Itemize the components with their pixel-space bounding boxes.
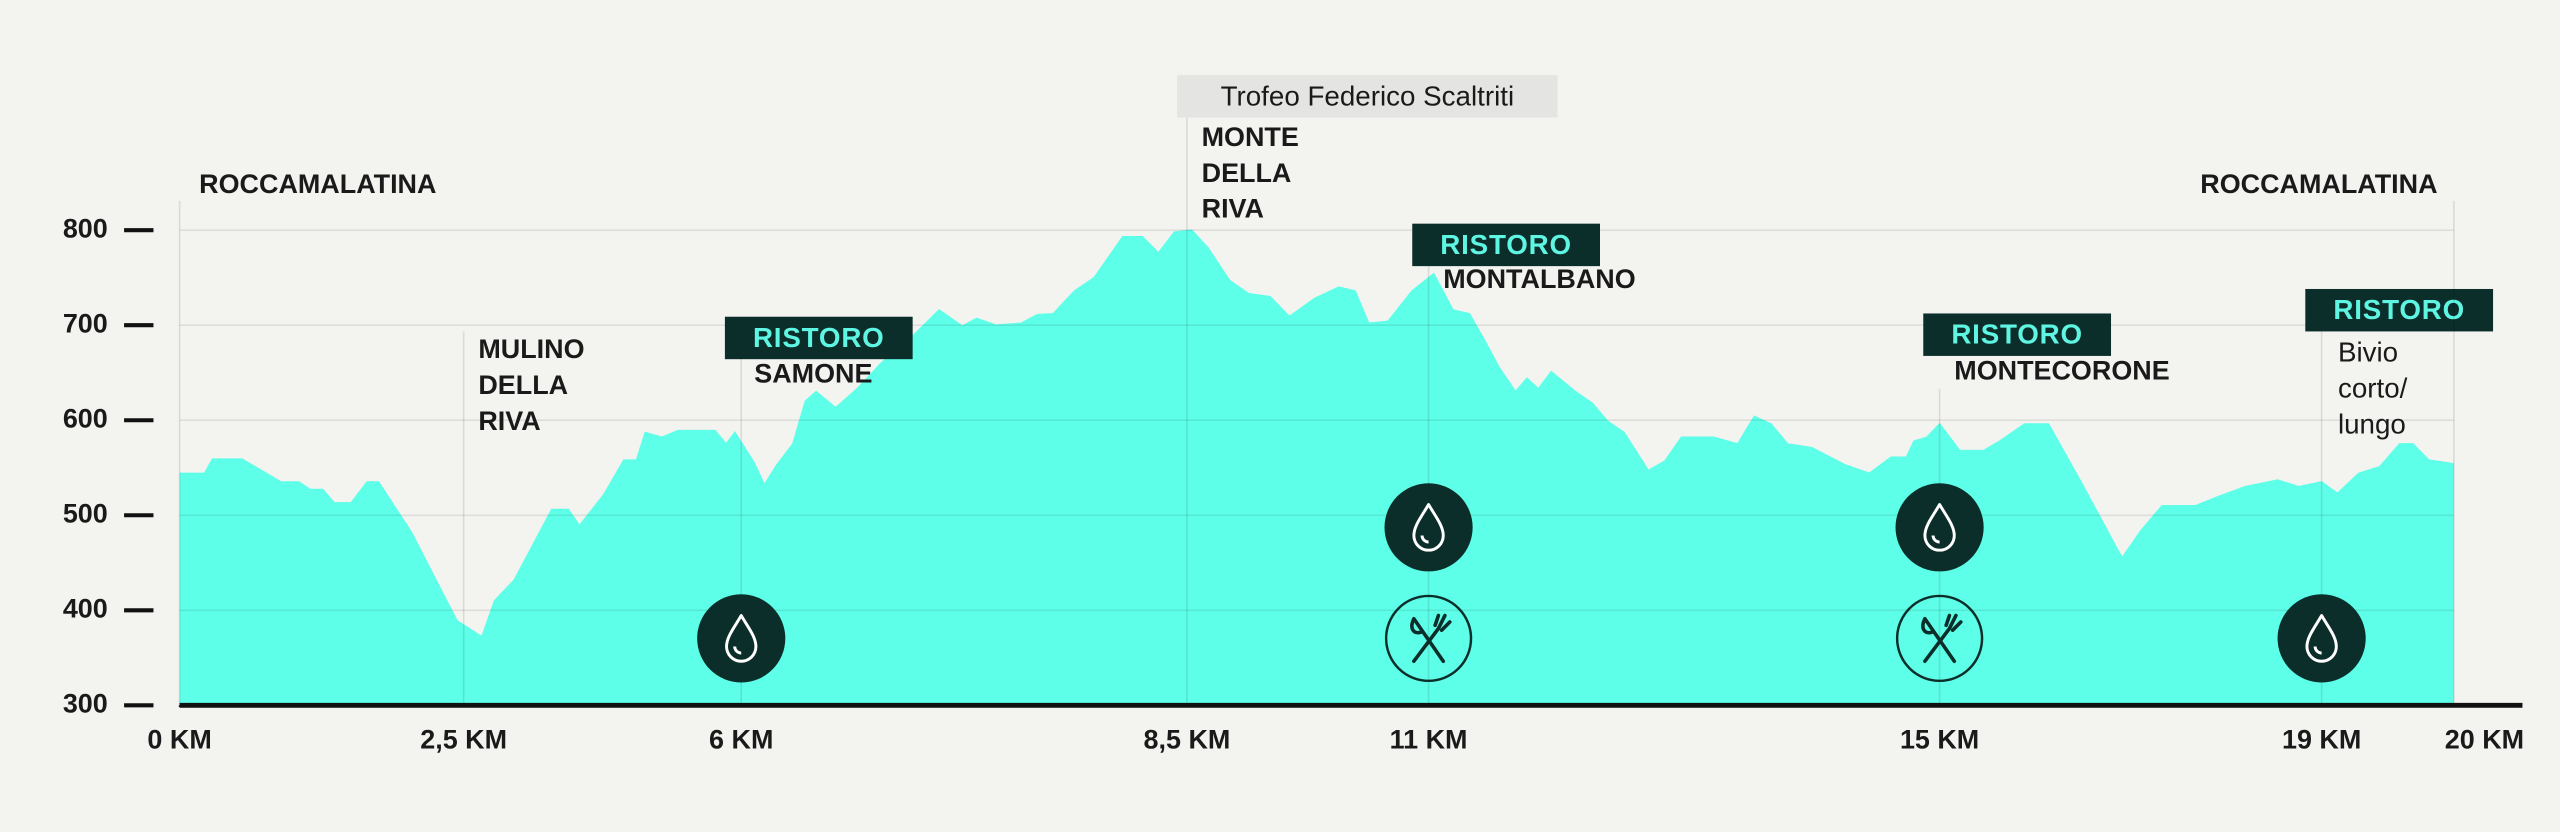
- ristoro-badge: [1923, 313, 2112, 356]
- ristoro-badge: [724, 316, 913, 360]
- drop: [1412, 503, 1445, 552]
- food-icon: [1895, 594, 1984, 683]
- icon-circle: [1384, 594, 1473, 683]
- icon-circle: [1384, 483, 1473, 572]
- ristoro-badge: [1412, 223, 1600, 267]
- icon-circle: [2277, 594, 2366, 683]
- drop: [725, 614, 758, 663]
- x-tick-label: 20 KM: [2445, 724, 2524, 754]
- icon-circle: [697, 594, 786, 683]
- x-tick-label: 15 KM: [1900, 724, 1979, 754]
- y-tick-label: 600: [63, 403, 108, 433]
- x-tick-label: 11 KM: [1390, 724, 1468, 754]
- place-name: MONTECORONE: [1954, 355, 2169, 385]
- place-name: corto/: [2338, 373, 2408, 404]
- food-icon: [1384, 594, 1473, 683]
- icon-circle: [1895, 483, 1984, 572]
- note-box: [1177, 75, 1558, 118]
- icon-circle: [1895, 594, 1984, 683]
- place-name: SAMONE: [754, 359, 872, 389]
- fork: [1412, 613, 1452, 664]
- ristoro-label: RISTORO: [1951, 319, 2083, 350]
- ristoro-badge: [2305, 288, 2494, 332]
- place-name: MONTE: [1202, 122, 1299, 152]
- y-tick-label: 500: [63, 498, 108, 528]
- x-tick-label: 2,5 KM: [420, 724, 507, 754]
- y-tick-label: 700: [63, 308, 108, 338]
- place-name: DELLA: [1202, 158, 1292, 188]
- place-name: ROCCAMALATINA: [199, 169, 436, 199]
- place-name: MONTALBANO: [1443, 264, 1635, 294]
- place-name: lungo: [2338, 408, 2406, 439]
- ristoro-label: RISTORO: [2333, 294, 2465, 325]
- water-icon: [1895, 483, 1984, 572]
- place-name: RIVA: [478, 406, 540, 436]
- x-tick-label: 19 KM: [2282, 724, 2361, 754]
- x-tick-label: 8,5 KM: [1144, 724, 1231, 754]
- ristoro-label: RISTORO: [1440, 229, 1572, 260]
- note-label: Trofeo Federico Scaltriti: [1221, 80, 1515, 111]
- area-fill: [179, 230, 2454, 706]
- water-icon: [2277, 594, 2366, 683]
- drop: [1923, 503, 1956, 552]
- y-tick-label: 400: [63, 593, 108, 623]
- drop: [2305, 614, 2338, 663]
- place-name: RIVA: [1202, 194, 1264, 224]
- y-tick-label: 800: [63, 213, 108, 243]
- x-tick-label: 6 KM: [709, 724, 773, 754]
- place-name: DELLA: [478, 370, 568, 400]
- x-tick-label: 0 KM: [147, 724, 211, 754]
- ristoro-label: RISTORO: [753, 322, 885, 353]
- place-name: Bivio: [2338, 337, 2398, 368]
- place-name: MULINO: [478, 334, 584, 364]
- fork: [1923, 613, 1963, 664]
- y-tick-label: 300: [63, 688, 108, 718]
- water-icon: [1384, 483, 1473, 572]
- water-icon: [697, 594, 786, 683]
- elevation-line: [179, 229, 2454, 639]
- place-name: ROCCAMALATINA: [2200, 169, 2437, 199]
